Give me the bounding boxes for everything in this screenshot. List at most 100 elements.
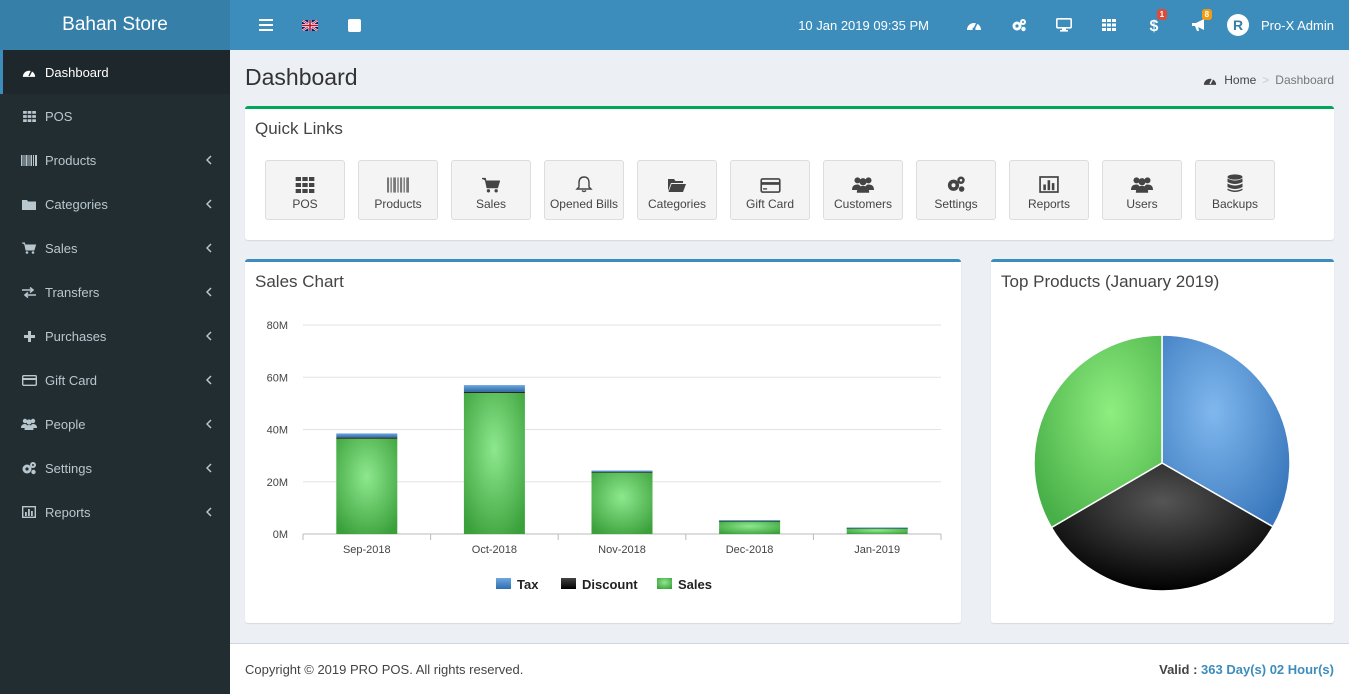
avatar: R	[1227, 14, 1250, 36]
bar-sales[interactable]	[591, 472, 653, 534]
breadcrumb: Home > Dashboard	[1203, 73, 1334, 87]
y-tick-label: 20M	[267, 477, 288, 489]
bar-chart-icon	[22, 506, 36, 518]
sidebar-item-products[interactable]: Products	[0, 138, 230, 182]
bar-chart-icon	[1039, 176, 1059, 193]
sidebar-item-label: Purchases	[45, 328, 107, 344]
chevron-left-icon	[205, 329, 212, 344]
bar-tax[interactable]	[591, 470, 653, 472]
sales-badge: 1	[1156, 9, 1168, 20]
quick-link-gift-card[interactable]: Gift Card	[730, 160, 810, 220]
bar-discount[interactable]	[719, 520, 781, 522]
credit-card-icon	[759, 178, 781, 193]
app-logo[interactable]: Bahan Store	[0, 0, 230, 50]
sidebar: Dashboard POS Products Categories Sales …	[0, 50, 230, 694]
user-menu[interactable]: R Pro-X Admin	[1221, 0, 1349, 50]
quick-link-label: Opened Bills	[549, 197, 619, 211]
quick-link-categories[interactable]: Categories	[637, 160, 717, 220]
sales-notification-button[interactable]: $ 1	[1131, 0, 1176, 50]
sidebar-item-label: People	[45, 416, 86, 432]
grid-icon	[1101, 19, 1116, 31]
pos-screen-button[interactable]	[1041, 0, 1086, 50]
sidebar-item-dashboard[interactable]: Dashboard	[0, 50, 230, 94]
bar-tax[interactable]	[719, 520, 781, 521]
legend-item-discount[interactable]: Discount	[561, 577, 638, 592]
sidebar-item-transfers[interactable]: Transfers	[0, 270, 230, 314]
quick-link-backups[interactable]: Backups	[1195, 160, 1275, 220]
quick-link-sales[interactable]: Sales	[451, 160, 531, 220]
quick-link-label: Settings	[934, 197, 978, 211]
sidebar-item-settings[interactable]: Settings	[0, 446, 230, 490]
sidebar-item-pos[interactable]: POS	[0, 94, 230, 138]
top-products-box: Top Products (January 2019)	[991, 259, 1334, 623]
footer-valid-value: 363 Day(s) 02 Hour(s)	[1201, 662, 1334, 677]
sidebar-item-sales[interactable]: Sales	[0, 226, 230, 270]
users-icon	[1131, 177, 1153, 193]
bar-sales[interactable]	[719, 520, 781, 534]
bar-tax[interactable]	[846, 527, 908, 529]
quick-link-opened-bills[interactable]: Opened Bills	[544, 160, 624, 220]
quick-link-settings[interactable]: Settings	[916, 160, 996, 220]
header-datetime: 10 Jan 2019 09:35 PM	[798, 17, 930, 33]
breadcrumb-home-link[interactable]: Home	[1224, 73, 1257, 87]
bar-sales[interactable]	[846, 527, 908, 534]
bar-tax[interactable]	[463, 385, 525, 392]
pie-slice[interactable]	[1050, 462, 1275, 592]
pie-slice[interactable]	[1033, 334, 1163, 529]
quick-link-reports[interactable]: Reports	[1009, 160, 1089, 220]
sales-chart-box: Sales Chart 80M 60M 40M 20M 0M Sep-2018 Oct-2…	[245, 259, 961, 623]
bar-discount[interactable]	[591, 471, 653, 473]
quick-link-customers[interactable]: Customers	[823, 160, 903, 220]
legend-item-tax[interactable]: Tax	[496, 577, 539, 592]
breadcrumb-current: Dashboard	[1275, 73, 1334, 87]
credit-card-icon	[21, 374, 37, 386]
sidebar-item-purchases[interactable]: Purchases	[0, 314, 230, 358]
footer-copyright: Copyright © 2019 PRO POS. All rights res…	[245, 662, 524, 677]
sidebar-item-label: Transfers	[45, 284, 100, 300]
dashboard-shortcut-button[interactable]	[951, 0, 996, 50]
sidebar-item-label: Products	[45, 152, 97, 168]
cogs-icon	[1012, 19, 1026, 32]
quick-link-label: Reports	[1027, 197, 1071, 211]
user-name: Pro-X Admin	[1261, 17, 1334, 33]
settings-shortcut-button[interactable]	[996, 0, 1041, 50]
bar-sales[interactable]	[463, 392, 525, 534]
sidebar-item-label: Reports	[45, 504, 91, 520]
sidebar-toggle-button[interactable]	[244, 0, 288, 50]
legend-item-sales[interactable]: Sales	[657, 577, 712, 592]
legend-label: Discount	[582, 577, 638, 592]
legend-label: Sales	[678, 577, 712, 592]
chevron-left-icon	[205, 153, 212, 168]
bar-tax[interactable]	[336, 433, 398, 438]
chevron-left-icon	[205, 197, 212, 212]
sidebar-item-people[interactable]: People	[0, 402, 230, 446]
svg-text:$: $	[1149, 18, 1158, 33]
pos-grid-button[interactable]	[1086, 0, 1131, 50]
fullscreen-button[interactable]	[332, 0, 376, 50]
bar-discount[interactable]	[463, 391, 525, 393]
top-products-pie-chart	[1033, 334, 1291, 592]
pie-slice[interactable]	[1161, 334, 1291, 528]
bell-icon	[575, 176, 593, 193]
sidebar-item-gift-card[interactable]: Gift Card	[0, 358, 230, 402]
legend-swatch	[657, 578, 672, 589]
footer-validity: Valid : 363 Day(s) 02 Hour(s)	[1159, 662, 1334, 677]
bar-sales[interactable]	[336, 438, 398, 534]
dashboard-icon	[966, 22, 981, 31]
alerts-notification-button[interactable]: 8	[1176, 0, 1221, 50]
sidebar-item-reports[interactable]: Reports	[0, 490, 230, 534]
database-icon	[1227, 174, 1243, 192]
quick-link-pos[interactable]: POS	[265, 160, 345, 220]
quick-link-label: Products	[374, 197, 422, 211]
quick-link-products[interactable]: Products	[358, 160, 438, 220]
folder-open-icon	[668, 179, 686, 192]
chevron-left-icon	[205, 241, 212, 256]
cart-icon	[22, 242, 36, 254]
language-button[interactable]	[288, 0, 332, 50]
sidebar-item-categories[interactable]: Categories	[0, 182, 230, 226]
desktop-icon	[1055, 18, 1072, 32]
square-icon	[347, 18, 361, 32]
bar-discount[interactable]	[336, 437, 398, 439]
quick-link-users[interactable]: Users	[1102, 160, 1182, 220]
alerts-badge: 8	[1201, 9, 1213, 20]
